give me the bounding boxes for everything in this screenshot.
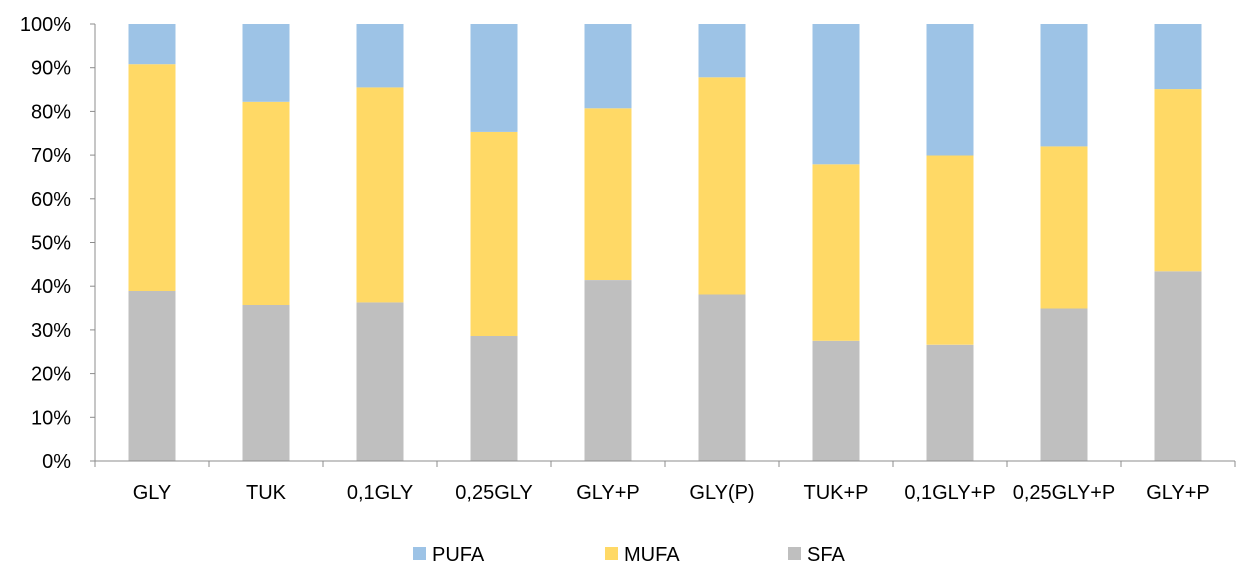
- y-tick-label: 90%: [31, 58, 71, 80]
- bar-segment-mufa: [242, 101, 290, 305]
- bar-segment-pufa: [470, 24, 518, 132]
- x-tick-label: 0,1GLY+P: [904, 482, 995, 504]
- x-tick-label: 0,25GLY: [455, 482, 532, 504]
- bar-segment-sfa: [1154, 271, 1202, 461]
- bar-segment-mufa: [812, 164, 860, 341]
- y-tick-label: 20%: [31, 364, 71, 386]
- bar-segment-mufa: [1154, 89, 1202, 272]
- y-tick-label: 0%: [42, 451, 71, 473]
- bar-segment-mufa: [1040, 146, 1088, 309]
- bar-segment-sfa: [584, 280, 632, 461]
- y-tick-label: 30%: [31, 320, 71, 342]
- y-tick-label: 50%: [31, 233, 71, 255]
- legend-label-sfa: SFA: [807, 544, 845, 566]
- y-tick-label: 60%: [31, 189, 71, 211]
- bars: [128, 24, 1202, 461]
- legend: PUFA MUFA SFA: [413, 544, 845, 566]
- y-tick-label: 10%: [31, 407, 71, 429]
- legend-swatch-pufa: [413, 547, 426, 560]
- legend-swatch-mufa: [605, 547, 618, 560]
- y-tick-label: 70%: [31, 145, 71, 167]
- bar-segment-pufa: [812, 24, 860, 165]
- bar-segment-pufa: [584, 24, 632, 109]
- x-tick-label: GLY: [133, 482, 172, 504]
- y-tick-label: 100%: [20, 14, 71, 36]
- bar-segment-sfa: [812, 340, 860, 461]
- bar-segment-mufa: [470, 131, 518, 336]
- bar-segment-pufa: [128, 24, 176, 65]
- bar-segment-sfa: [242, 305, 290, 461]
- bar-segment-sfa: [128, 291, 176, 461]
- y-axis: 0% 10% 20% 30% 40% 50% 60% 70% 80% 90% 100%: [20, 14, 96, 473]
- legend-label-mufa: MUFA: [624, 544, 680, 566]
- bar-segment-pufa: [1040, 24, 1088, 147]
- bar-segment-mufa: [128, 64, 176, 291]
- y-tick-label: 80%: [31, 101, 71, 123]
- bar-segment-sfa: [698, 294, 746, 461]
- bar-segment-pufa: [242, 24, 290, 102]
- bar-segment-sfa: [356, 302, 404, 461]
- x-tick-label: 0,25GLY+P: [1013, 482, 1115, 504]
- bar-segment-pufa: [356, 24, 404, 88]
- bar-segment-mufa: [356, 87, 404, 303]
- bar-segment-sfa: [926, 344, 974, 461]
- x-tick-label: 0,1GLY: [347, 482, 413, 504]
- bar-segment-mufa: [698, 77, 746, 295]
- bar-segment-pufa: [698, 24, 746, 78]
- bar-segment-mufa: [926, 155, 974, 345]
- legend-swatch-sfa: [788, 547, 801, 560]
- x-tick-label: GLY+P: [1146, 482, 1210, 504]
- x-tick-label: TUK: [246, 482, 287, 504]
- bar-segment-pufa: [1154, 24, 1202, 90]
- x-axis: GLY TUK 0,1GLY 0,25GLY GLY+P GLY(P) TUK+P 0,1GL…: [94, 460, 1236, 504]
- x-tick-label: TUK+P: [803, 482, 868, 504]
- bar-segment-pufa: [926, 24, 974, 156]
- legend-label-pufa: PUFA: [432, 544, 485, 566]
- x-tick-label: GLY(P): [689, 482, 754, 504]
- y-tick-label: 40%: [31, 276, 71, 298]
- bar-segment-sfa: [470, 336, 518, 461]
- x-tick-label: GLY+P: [576, 482, 640, 504]
- bar-segment-sfa: [1040, 308, 1088, 461]
- bar-segment-mufa: [584, 108, 632, 280]
